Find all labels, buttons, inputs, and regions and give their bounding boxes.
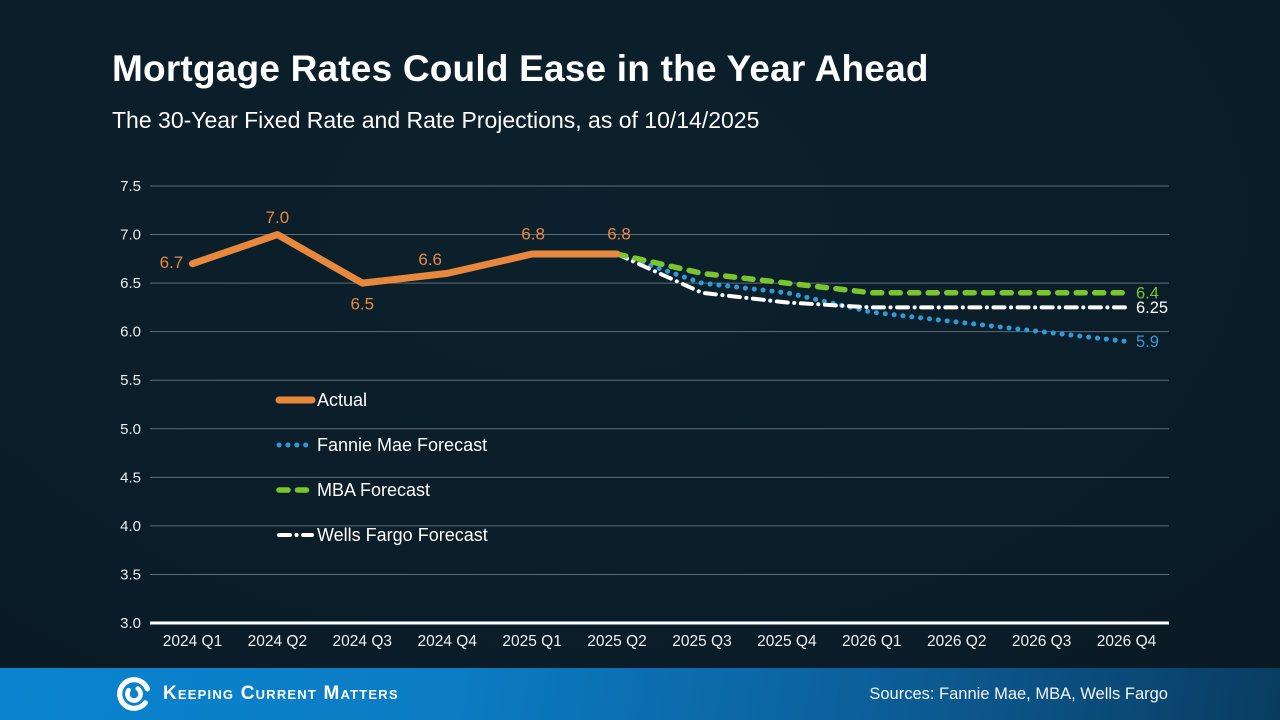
data-label-actual: 6.5 (350, 295, 374, 314)
end-label-mba-forecast: 6.4 (1136, 284, 1159, 302)
legend-swatch-actual-line (275, 396, 316, 404)
legend-item-mba: MBA Forecast (275, 480, 488, 500)
chart-legend: Actual Fannie Mae Forecast MBA Forecast … (275, 390, 488, 545)
legend-swatch-wells-fargo-line (277, 533, 314, 537)
series-line-wells-fargo-forecast (615, 252, 1129, 310)
legend-label: Fannie Mae Forecast (317, 435, 488, 455)
legend-item-actual: Actual (275, 390, 488, 410)
y-tick-label: 3.0 (120, 615, 141, 632)
legend-label: Wells Fargo Forecast (317, 525, 488, 545)
page-subtitle: The 30-Year Fixed Rate and Rate Projecti… (112, 107, 760, 133)
x-tick-label: 2024 Q4 (417, 633, 477, 650)
y-tick-label: 4.0 (120, 518, 141, 535)
y-tick-label: 6.5 (120, 275, 141, 292)
x-tick-label: 2025 Q2 (587, 633, 646, 650)
y-tick-label: 7.0 (120, 227, 141, 244)
y-tick-label: 3.5 (120, 566, 141, 583)
x-tick-label: 2025 Q4 (757, 633, 817, 650)
brand-name: Keeping Current Matters (163, 683, 399, 704)
y-tick-label: 5.0 (120, 421, 141, 438)
series-line-mba-forecast (614, 251, 1130, 296)
y-tick-label: 7.5 (120, 178, 141, 195)
series-line-actual (189, 231, 621, 287)
legend-swatch-mba-line (276, 487, 315, 493)
footer-bar: Keeping Current Matters Sources: Fannie … (0, 668, 1280, 720)
end-label-fannie-mae-forecast: 5.9 (1136, 333, 1159, 351)
data-label-actual: 6.7 (160, 253, 184, 272)
x-tick-label: 2025 Q3 (672, 633, 731, 650)
x-tick-label: 2024 Q3 (333, 633, 392, 650)
y-tick-label: 4.5 (120, 469, 141, 486)
x-tick-label: 2024 Q2 (248, 633, 307, 650)
legend-item-wells-fargo: Wells Fargo Forecast (275, 525, 488, 545)
x-tick-label: 2025 Q1 (502, 633, 561, 650)
kcm-brand: Keeping Current Matters (114, 668, 399, 720)
data-label-actual: 6.8 (521, 224, 545, 243)
series-line-fannie-mae-forecast (614, 251, 1129, 344)
legend-label: MBA Forecast (317, 480, 431, 500)
data-label-actual: 6.6 (418, 250, 442, 269)
x-tick-label: 2026 Q3 (1012, 633, 1071, 650)
sources-text: Sources: Fannie Mae, MBA, Wells Fargo (869, 684, 1168, 703)
slide-header: Mortgage Rates Could Ease in the Year Ah… (112, 48, 929, 134)
end-label-wells-fargo-forecast: 6.25 (1136, 299, 1168, 317)
y-tick-label: 6.0 (120, 324, 141, 341)
data-label-actual: 7.0 (266, 208, 290, 227)
y-tick-label: 5.5 (120, 372, 141, 389)
x-tick-label: 2026 Q4 (1097, 633, 1157, 650)
x-tick-label: 2026 Q1 (842, 633, 901, 650)
data-label-actual: 6.8 (607, 224, 631, 243)
x-tick-label: 2026 Q2 (927, 633, 986, 650)
kcm-logo-icon (117, 677, 151, 711)
legend-item-fannie-mae: Fannie Mae Forecast (275, 435, 488, 455)
legend-swatch-fannie-mae-line (276, 442, 315, 448)
page-title: Mortgage Rates Could Ease in the Year Ah… (112, 48, 929, 89)
legend-label: Actual (317, 390, 368, 410)
x-tick-label: 2024 Q1 (163, 633, 222, 650)
